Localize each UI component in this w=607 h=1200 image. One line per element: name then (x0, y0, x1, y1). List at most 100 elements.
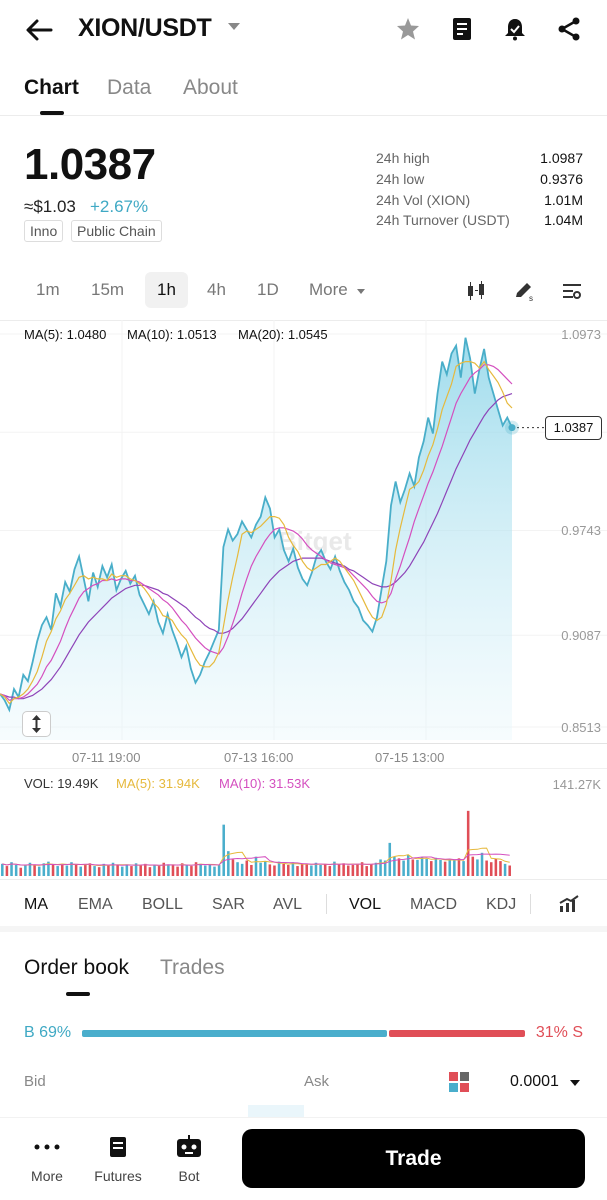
volume-bar (310, 865, 313, 876)
indicator-avl[interactable]: AVL (273, 896, 303, 913)
bottom-bot-button[interactable] (159, 1135, 219, 1164)
vol-ma5-legend: MA(5): 31.94K (116, 776, 200, 791)
volume-bar (476, 859, 479, 876)
x-tick-label: 07-13 16:00 (224, 750, 294, 765)
current-price-label: 1.0387 (545, 416, 602, 440)
interval-1d[interactable]: 1D (257, 280, 279, 299)
volume-bar (236, 862, 239, 876)
volume-bar (107, 865, 110, 876)
tab-order-book[interactable]: Order book (24, 956, 130, 979)
volume-chart[interactable] (0, 788, 607, 878)
vol-ma10-line (2, 853, 510, 866)
volume-bar (185, 864, 189, 876)
indicator-vol[interactable]: VOL (349, 896, 382, 913)
indicator-separator (530, 894, 531, 914)
volume-bar (47, 861, 50, 876)
volume-bar (328, 866, 332, 876)
interval-4h[interactable]: 4h (207, 280, 226, 299)
interval-1m[interactable]: 1m (36, 280, 60, 299)
stat-24h-high-value: 1.0987 (540, 150, 583, 166)
more-caret-icon[interactable] (357, 289, 365, 294)
volume-bar (480, 852, 484, 876)
volume-bar (153, 864, 156, 876)
indicator-sar[interactable]: SAR (212, 896, 245, 913)
scale-toggle-button[interactable] (22, 711, 51, 737)
chart-watermark: Bitget (278, 526, 352, 556)
indicator-bar: MA EMA BOLL SAR AVL VOL MACD KDJ (0, 882, 607, 926)
tab-chart[interactable]: Chart (24, 76, 79, 99)
stat-24h-turnover-label: 24h Turnover (USDT) (376, 212, 510, 228)
chart-settings-icon[interactable] (561, 280, 583, 302)
precision-caret-icon[interactable] (570, 1080, 580, 1086)
ma20-legend: MA(20): 1.0545 (238, 327, 328, 342)
ma20-line (0, 393, 513, 700)
buy-ratio-bar (82, 1030, 387, 1037)
price-chart[interactable]: Bitget (0, 320, 607, 740)
volume-bar (333, 861, 336, 876)
trade-button[interactable]: Trade (242, 1129, 585, 1188)
price-change-percent: +2.67% (90, 197, 149, 216)
volume-bar (351, 864, 355, 876)
svg-text:s: s (529, 294, 533, 302)
volume-bar (314, 862, 318, 876)
volume-bar (56, 866, 59, 876)
tag-inno[interactable]: Inno (24, 220, 64, 242)
sell-ratio-label: 31% S (535, 1024, 583, 1041)
volume-bar (74, 864, 78, 876)
interval-1h[interactable]: 1h (145, 272, 188, 308)
volume-bar (277, 861, 281, 876)
y-tick-label: 1.0973 (561, 327, 601, 342)
orderbook-layout-icon[interactable] (448, 1071, 470, 1093)
volume-bar (250, 864, 253, 876)
volume-bar (434, 857, 438, 876)
volume-bar (42, 863, 46, 876)
alert-bell-icon[interactable] (502, 16, 528, 42)
volume-bar (14, 864, 18, 876)
ma10-legend: MA(10): 1.0513 (127, 327, 217, 342)
back-arrow-icon[interactable] (24, 16, 54, 44)
notebook-icon[interactable] (449, 16, 475, 42)
volume-bar (231, 859, 235, 876)
volume-bar (180, 863, 184, 876)
indicator-boll[interactable]: BOLL (142, 896, 183, 913)
bottom-more-label[interactable]: More (31, 1168, 63, 1184)
interval-15m[interactable]: 15m (91, 280, 125, 299)
volume-bar (397, 858, 401, 876)
more-dots-icon (34, 1144, 60, 1150)
tab-about[interactable]: About (183, 76, 238, 99)
volume-bar (379, 859, 382, 876)
candlestick-icon[interactable] (466, 280, 488, 302)
bottom-more-button[interactable] (17, 1135, 77, 1164)
bottom-bot-label[interactable]: Bot (178, 1168, 200, 1184)
x-tick-label: 07-15 13:00 (375, 750, 445, 765)
precision-selector[interactable]: 0.0001 (510, 1073, 559, 1090)
page-tabs: Chart Data About (0, 74, 607, 115)
indicator-macd[interactable]: MACD (410, 896, 458, 913)
indicator-kdj[interactable]: KDJ (486, 896, 517, 913)
tab-trades[interactable]: Trades (160, 956, 225, 979)
pair-dropdown-caret-icon[interactable] (228, 23, 240, 30)
trading-pair-title[interactable]: XION/USDT (78, 14, 212, 42)
volume-bar (37, 866, 41, 876)
interval-more[interactable]: More (309, 280, 348, 299)
volume-bar (148, 867, 152, 876)
stat-24h-low-label: 24h low (376, 171, 425, 187)
stat-24h-vol-label: 24h Vol (XION) (376, 192, 471, 208)
bottom-futures-button[interactable] (88, 1135, 148, 1164)
indicator-settings-icon[interactable] (558, 894, 580, 914)
y-tick-label: 0.9743 (561, 523, 601, 538)
indicator-ema[interactable]: EMA (78, 896, 113, 913)
indicator-ma[interactable]: MA (24, 896, 48, 913)
tab-data[interactable]: Data (107, 76, 152, 99)
volume-bar (24, 865, 27, 876)
tag-public-chain[interactable]: Public Chain (71, 220, 162, 242)
bottom-futures-label[interactable]: Futures (94, 1168, 142, 1184)
volume-bar (102, 863, 106, 876)
share-icon[interactable] (556, 16, 582, 42)
stat-24h-turnover-value: 1.04M (544, 212, 583, 228)
star-icon[interactable] (395, 16, 421, 42)
active-tab-indicator (40, 111, 64, 115)
volume-bar (208, 864, 212, 876)
drawing-tool-icon[interactable]: s (513, 280, 535, 302)
volume-bar (466, 810, 470, 876)
